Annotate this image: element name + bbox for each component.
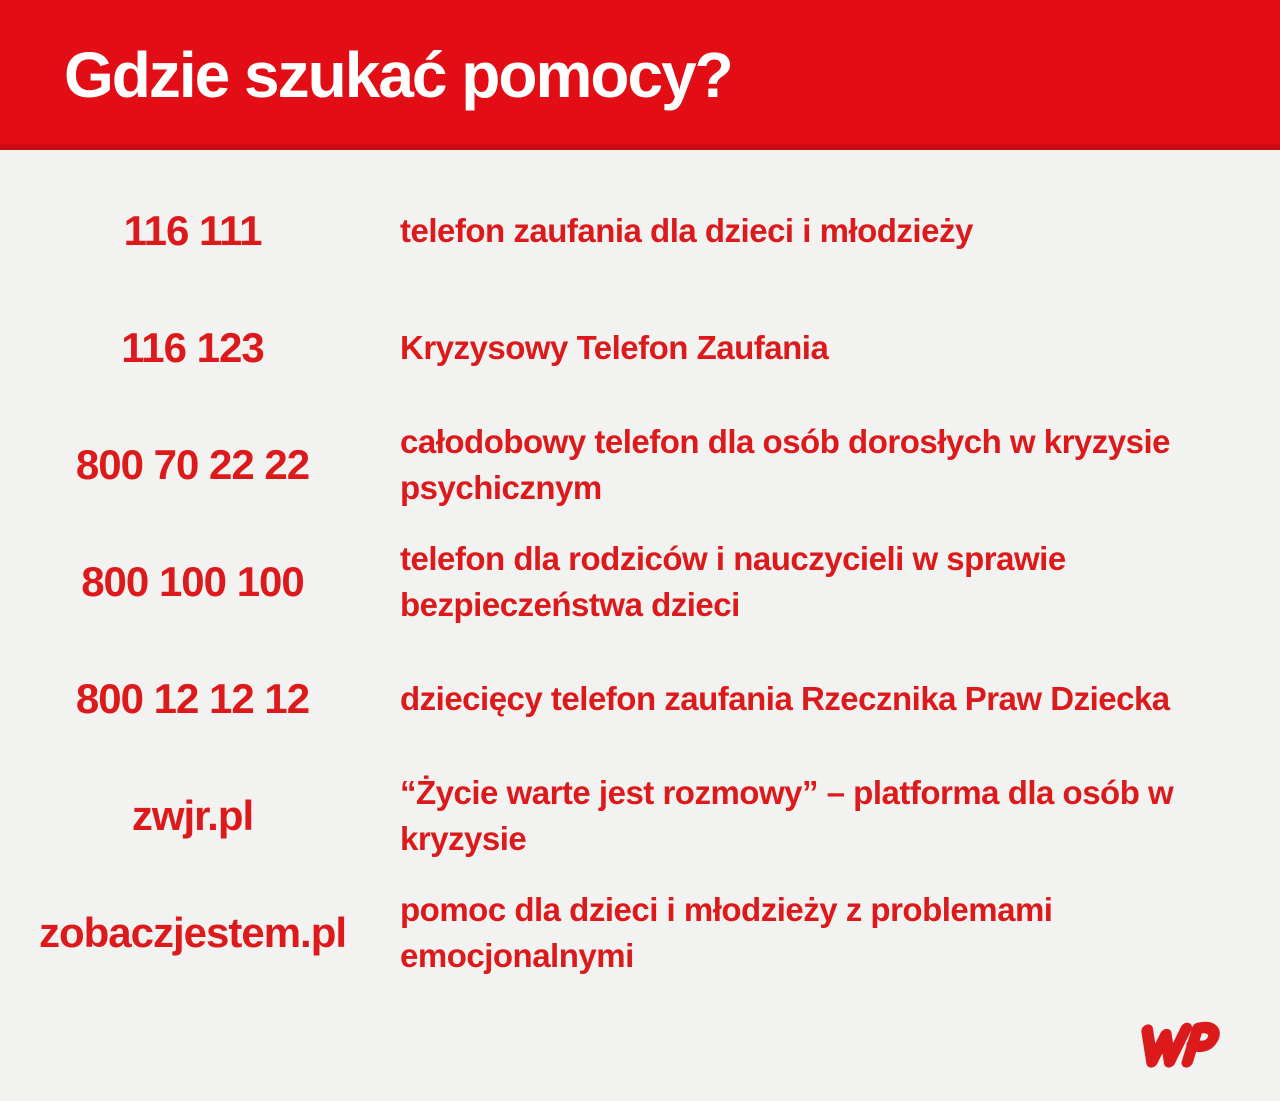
header-band: Gdzie szukać pomocy? [0,0,1280,150]
contact-description: całodobowy telefon dla osób dorosłych w … [400,422,1171,506]
contact-description: Kryzysowy Telefon Zaufania [400,328,829,366]
contact-value: 116 111 [123,206,263,254]
contact-value: zobaczjestem.pl [38,908,347,956]
contact-description: pomoc dla dzieci i młodzieży z problemam… [400,890,1053,974]
contact-value: 116 123 [121,323,265,371]
helpline-row: 116 111 telefon zaufania dla dzieci i mł… [0,172,1280,289]
wp-logo-icon [1141,1021,1220,1068]
contact-value: zwjr.pl [131,791,254,839]
helpline-row: 800 12 12 12 dziecięcy telefon zaufania … [0,640,1280,757]
contact-description: telefon zaufania dla dzieci i młodzieży [400,211,973,249]
helpline-row: zobaczjestem.pl pomoc dla dzieci i młodz… [0,874,1280,991]
helpline-row: 800 70 22 22 całodobowy telefon dla osób… [0,406,1280,523]
contact-description: “Życie warte jest rozmowy” – platforma d… [400,773,1174,857]
helpline-row: zwjr.pl “Życie warte jest rozmowy” – pla… [0,757,1280,874]
helpline-list: 116 111 telefon zaufania dla dzieci i mł… [0,150,1280,991]
contact-description: telefon dla rodziców i nauczycieli w spr… [400,539,1066,623]
contact-value: 800 12 12 12 [75,674,310,722]
helpline-row: 800 100 100 telefon dla rodziców i naucz… [0,523,1280,640]
contact-description: dziecięcy telefon zaufania Rzecznika Pra… [400,679,1170,717]
helpline-row: 116 123 Kryzysowy Telefon Zaufania [0,289,1280,406]
contact-value: 800 100 100 [81,557,305,605]
page-title: Gdzie szukać pomocy? [64,39,734,111]
contact-value: 800 70 22 22 [75,440,310,488]
